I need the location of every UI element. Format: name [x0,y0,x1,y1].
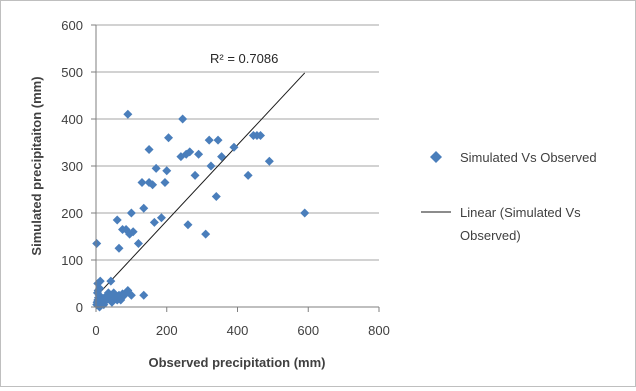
data-point [211,192,221,202]
x-tick-label: 400 [227,323,249,338]
linear-trendline [95,72,306,298]
axes [91,24,380,312]
data-point [164,133,174,143]
data-point [144,145,154,155]
tick-labels: 0 100 200 300 400 500 600 0 200 400 600 800 [61,18,390,338]
y-tick-label: 0 [76,300,83,315]
x-tick-label: 0 [92,323,99,338]
data-point [114,243,124,253]
trendline-layer [95,72,306,298]
data-point [255,130,265,140]
y-tick-label: 600 [61,18,83,33]
data-point [92,239,102,249]
legend-item-trendline: Linear (Simulated Vs Observed) [421,205,581,243]
y-tick-label: 100 [61,253,83,268]
data-point [139,290,149,300]
legend-label-trendline-line2: Observed) [460,228,521,243]
legend-item-scatter: Simulated Vs Observed [430,150,597,165]
y-tick-label: 400 [61,112,83,127]
data-point [112,215,122,225]
data-point [204,135,214,145]
data-point [156,213,166,223]
data-point [128,227,138,237]
data-point [149,217,159,227]
data-point [139,203,149,213]
y-tick-label: 300 [61,159,83,174]
legend-diamond-marker [430,151,442,163]
data-point [123,109,133,119]
data-point [162,166,172,176]
x-tick-label: 200 [156,323,178,338]
data-point [185,147,195,157]
data-point [229,142,239,152]
data-point [183,220,193,230]
data-point [178,114,188,124]
data-point [137,177,147,187]
y-tick-label: 200 [61,206,83,221]
legend-label-trendline-line1: Linear (Simulated Vs [460,205,581,220]
data-point [121,224,131,234]
data-point [201,229,211,239]
gridlines [96,24,379,261]
data-points [92,109,310,312]
data-point [206,161,216,171]
legend: Simulated Vs Observed Linear (Simulated … [421,150,597,243]
data-point [106,276,116,286]
x-tick-label: 800 [368,323,390,338]
data-point [116,295,126,305]
data-point [217,152,227,162]
data-point [213,135,223,145]
data-point [144,177,154,187]
r-squared-annotation: R² = 0.7086 [210,51,278,66]
data-point [151,163,161,173]
data-point [194,149,204,159]
data-point [126,290,136,300]
y-axis-title: Simulated precipitaiton (mm) [29,76,44,255]
legend-label-scatter: Simulated Vs Observed [460,150,597,165]
data-point [264,156,274,166]
data-point [300,208,310,218]
data-point [102,294,112,304]
x-tick-label: 600 [297,323,319,338]
data-point [243,170,253,180]
x-axis-title: Observed precipitation (mm) [149,355,326,370]
data-point [190,170,200,180]
data-point [160,177,170,187]
data-point [133,239,143,249]
y-tick-label: 500 [61,65,83,80]
data-point [126,208,136,218]
